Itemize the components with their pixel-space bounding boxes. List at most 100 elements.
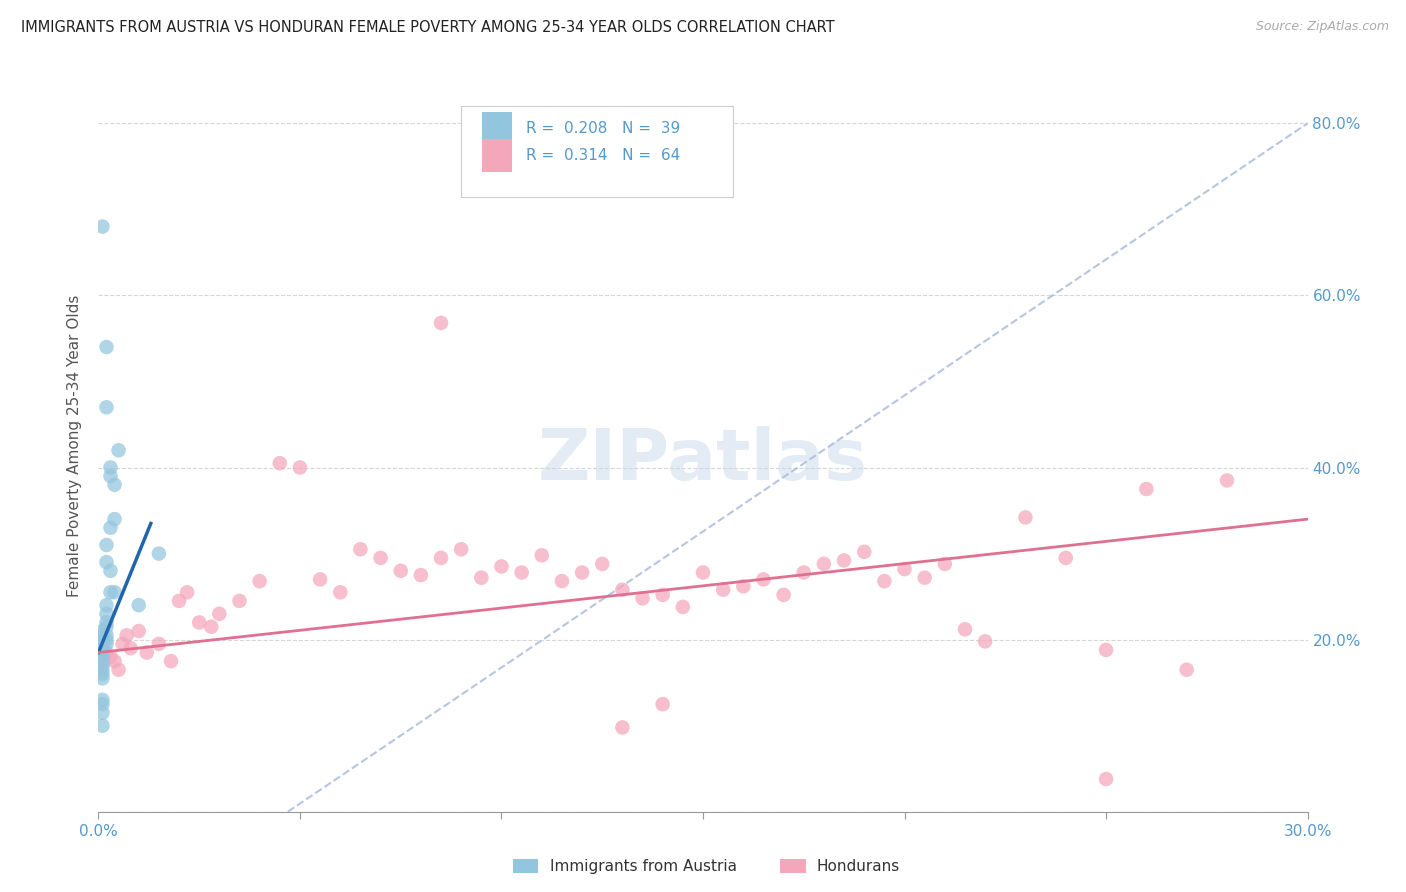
Point (96, 340, 118, 354)
Point (893, 562, 915, 576)
Point (96, 555, 118, 569)
Point (91, 654, 114, 668)
Point (1095, 772, 1118, 786)
Point (612, 720, 634, 734)
Point (115, 628, 138, 642)
Point (491, 559, 513, 574)
Point (228, 594, 250, 608)
Point (100, 469, 122, 483)
Point (1014, 510, 1036, 524)
Point (96, 598, 118, 612)
Point (571, 566, 593, 580)
Point (510, 566, 533, 580)
Point (470, 571, 492, 585)
Point (1095, 643, 1118, 657)
Y-axis label: Female Poverty Among 25-34 Year Olds: Female Poverty Among 25-34 Year Olds (67, 295, 83, 597)
Point (167, 594, 190, 608)
Point (631, 591, 654, 606)
Point (148, 637, 170, 651)
Point (128, 598, 150, 612)
Text: Immigrants from Austria: Immigrants from Austria (550, 859, 737, 873)
Point (934, 557, 956, 571)
Point (430, 550, 453, 565)
Point (96, 646, 118, 660)
Point (91, 632, 114, 647)
Point (96, 607, 118, 621)
Point (672, 599, 695, 614)
Point (91, 697, 114, 711)
Text: ZIPatlas: ZIPatlas (538, 426, 868, 495)
Point (370, 550, 392, 565)
Point (91, 667, 114, 681)
Text: Source: ZipAtlas.com: Source: ZipAtlas.com (1256, 20, 1389, 33)
Point (91, 719, 114, 733)
Point (200, 620, 222, 634)
Point (91, 706, 114, 720)
Bar (482, 139, 512, 171)
Point (100, 585, 122, 599)
Point (711, 582, 734, 597)
Point (96, 628, 118, 642)
Point (103, 512, 125, 526)
Point (530, 549, 553, 563)
Point (100, 564, 122, 578)
Bar (482, 112, 512, 145)
Point (111, 637, 134, 651)
Point (188, 615, 211, 630)
Point (651, 697, 673, 711)
Point (733, 579, 755, 593)
Point (349, 542, 371, 557)
Point (160, 654, 183, 668)
Point (953, 622, 976, 636)
Point (288, 460, 311, 475)
Point (651, 588, 673, 602)
Point (974, 634, 997, 648)
Point (91, 637, 114, 651)
Text: R =  0.314   N =  64: R = 0.314 N = 64 (526, 148, 681, 163)
Point (389, 564, 412, 578)
Point (612, 582, 634, 597)
Point (1135, 482, 1157, 496)
Point (91, 628, 114, 642)
Point (873, 574, 896, 588)
Text: IMMIGRANTS FROM AUSTRIA VS HONDURAN FEMALE POVERTY AMONG 25-34 YEAR OLDS CORRELA: IMMIGRANTS FROM AUSTRIA VS HONDURAN FEMA… (21, 20, 835, 35)
Point (249, 574, 271, 588)
Point (772, 588, 794, 602)
Point (135, 646, 157, 660)
Point (91, 624, 114, 638)
Point (752, 573, 775, 587)
Point (96, 620, 118, 634)
Point (96, 637, 118, 651)
Point (450, 542, 472, 557)
Point (148, 547, 170, 561)
Point (269, 456, 291, 470)
Point (107, 663, 129, 677)
Point (551, 574, 574, 588)
Point (409, 568, 432, 582)
Point (128, 624, 150, 638)
Point (329, 585, 352, 599)
Point (1175, 663, 1198, 677)
Point (430, 316, 453, 330)
Point (91, 693, 114, 707)
Point (100, 521, 122, 535)
Point (914, 571, 936, 585)
Point (309, 573, 332, 587)
Point (91, 671, 114, 685)
Point (793, 566, 815, 580)
Point (176, 585, 198, 599)
Point (96, 632, 118, 647)
Point (96, 538, 118, 552)
Point (91, 663, 114, 677)
Point (91, 658, 114, 673)
Point (103, 585, 125, 599)
Text: Hondurans: Hondurans (817, 859, 900, 873)
Point (832, 553, 855, 567)
Point (120, 641, 142, 656)
Point (1054, 550, 1077, 565)
Point (107, 443, 129, 458)
Point (853, 545, 876, 559)
Point (103, 654, 125, 668)
Point (100, 649, 122, 664)
Point (91, 219, 114, 234)
